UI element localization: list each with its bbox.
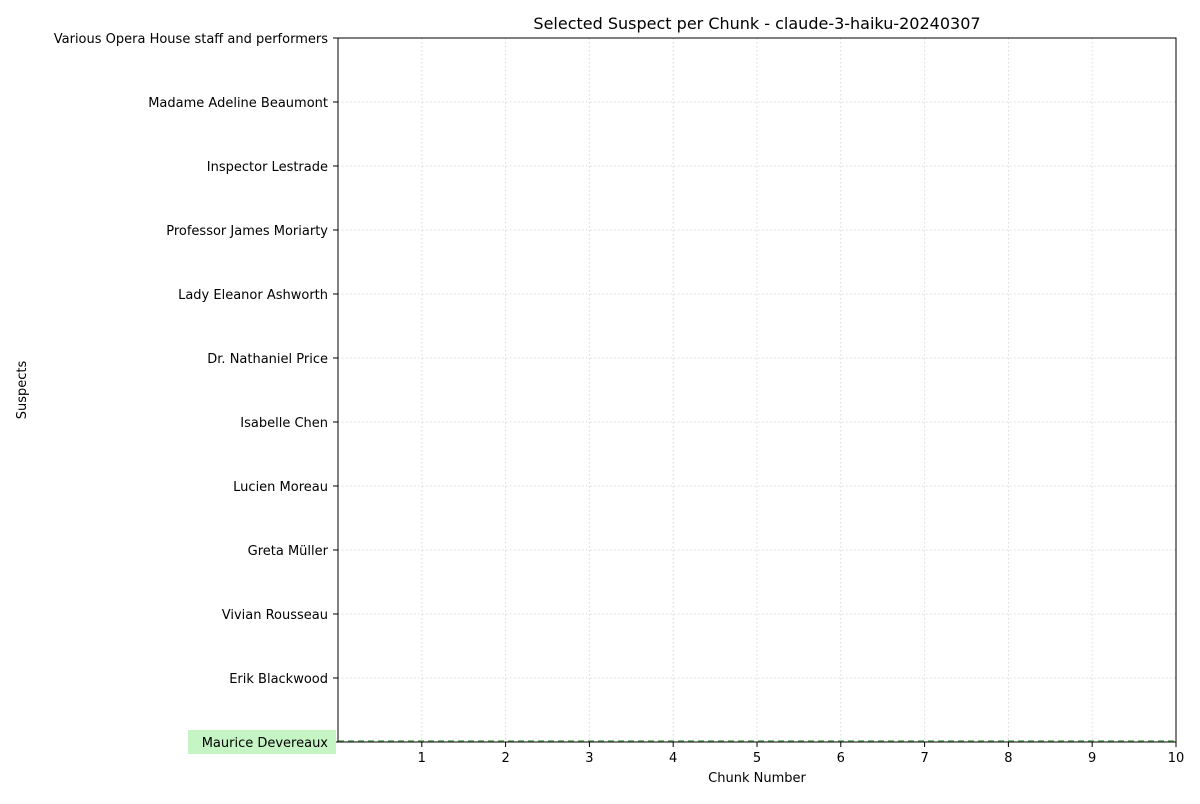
highlight-box — [188, 730, 336, 754]
y-tick-label-7: Dr. Nathaniel Price — [207, 352, 328, 367]
x-tick-label-7: 7 — [920, 751, 928, 766]
x-tick-label-1: 1 — [418, 751, 426, 766]
x-tick-label-3: 3 — [585, 751, 593, 766]
x-tick-label-8: 8 — [1004, 751, 1012, 766]
y-tick-label-6: Isabelle Chen — [240, 416, 328, 431]
x-tick-label-5: 5 — [753, 751, 761, 766]
y-tick-label-1: Maurice Devereaux — [202, 736, 329, 751]
x-tick-label-9: 9 — [1088, 751, 1096, 766]
y-tick-label-9: Professor James Moriarty — [166, 224, 328, 239]
x-tick-label-4: 4 — [669, 751, 677, 766]
x-tick-label-10: 10 — [1168, 751, 1185, 766]
x-axis-label: Chunk Number — [708, 771, 806, 786]
y-tick-label-11: Madame Adeline Beaumont — [148, 96, 328, 111]
y-tick-label-4: Greta Müller — [248, 544, 329, 559]
x-tick-label-6: 6 — [837, 751, 845, 766]
y-tick-label-2: Erik Blackwood — [229, 672, 328, 687]
y-tick-label-8: Lady Eleanor Ashworth — [178, 288, 328, 303]
y-axis-label: Suspects — [15, 361, 30, 420]
y-tick-label-12: Various Opera House staff and performers — [54, 32, 328, 47]
x-tick-label-2: 2 — [501, 751, 509, 766]
y-tick-label-10: Inspector Lestrade — [207, 160, 328, 175]
chart-title: Selected Suspect per Chunk - claude-3-ha… — [533, 14, 980, 33]
y-tick-label-5: Lucien Moreau — [233, 480, 328, 495]
y-tick-label-3: Vivian Rousseau — [222, 608, 328, 623]
